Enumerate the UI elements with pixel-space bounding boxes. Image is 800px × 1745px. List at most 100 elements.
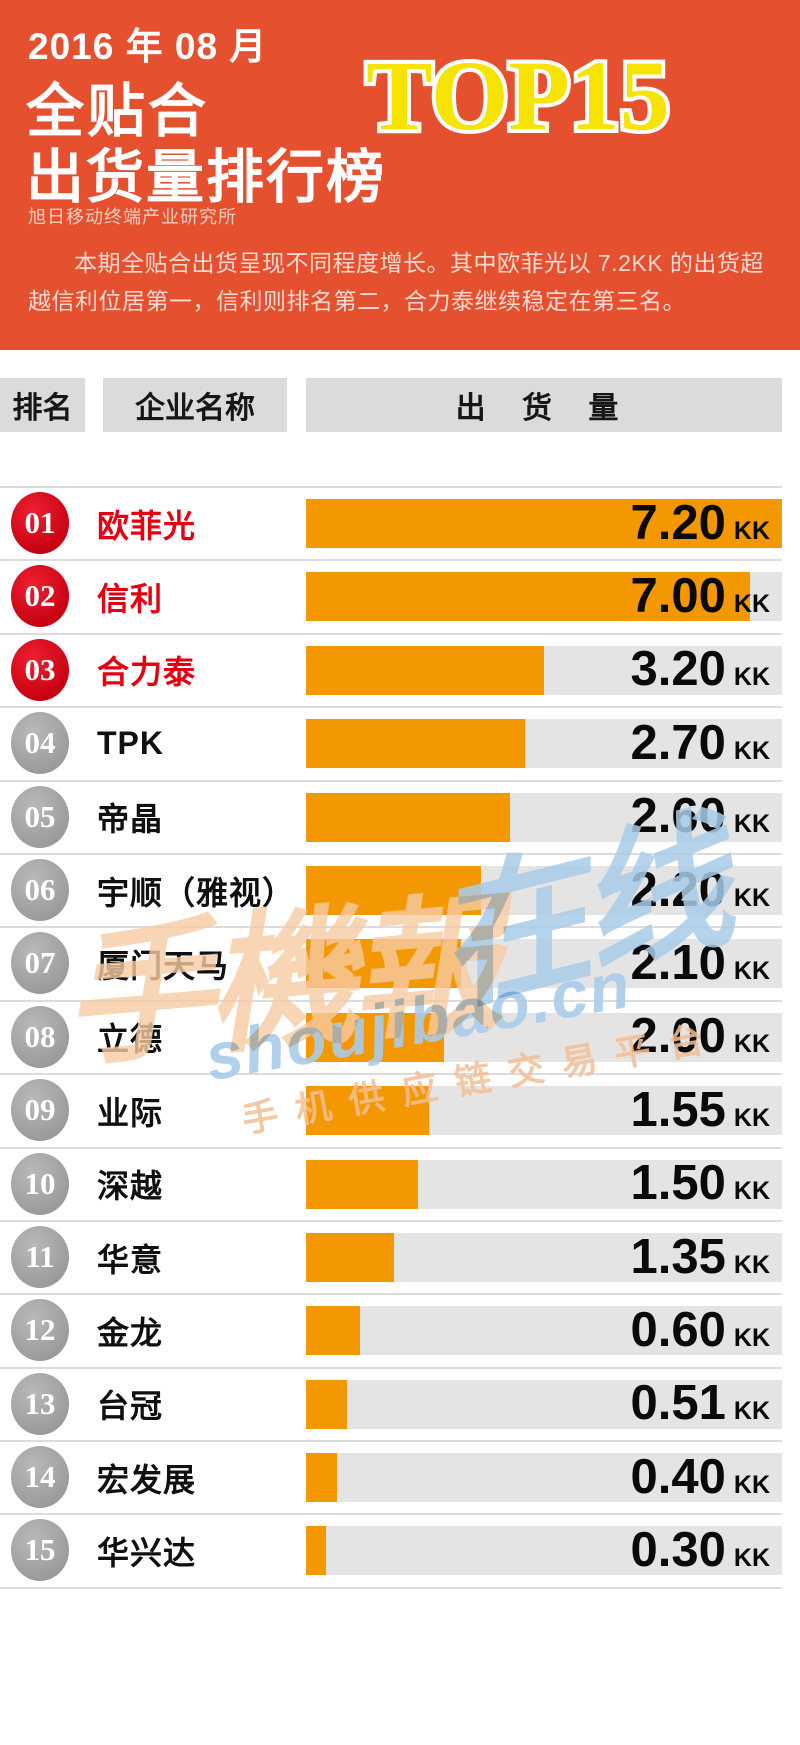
bar-track [306, 1012, 782, 1062]
column-header-volume: 出 货 量 [306, 378, 782, 432]
bar-track [306, 1526, 782, 1576]
bar-fill [306, 1159, 418, 1209]
company-name: 深越 [97, 1168, 164, 1205]
bar-fill [306, 572, 751, 622]
bar-fill [306, 865, 482, 915]
table-row: 04 TPK 2.70 KK [0, 708, 782, 782]
value-unit: KK [733, 516, 770, 545]
value-number: 2.60 [630, 789, 726, 844]
shipment-value: 1.35 KK [631, 1228, 770, 1284]
value-number: 2.70 [630, 715, 726, 770]
column-header-company: 企业名称 [103, 378, 287, 432]
value-unit: KK [733, 1103, 770, 1132]
value-number: 0.60 [630, 1302, 726, 1357]
rank-badge: 03 [11, 638, 69, 701]
table-row: 08 立德 2.00 KK [0, 1002, 782, 1076]
company-name: 立德 [97, 1021, 164, 1058]
shipment-value: 2.20 KK [631, 862, 770, 918]
value-number: 3.20 [630, 642, 726, 697]
table-header-row: 排名 企业名称 出 货 量 [0, 378, 800, 432]
company-name: 帝晶 [97, 801, 164, 838]
company-name: 业际 [97, 1094, 164, 1131]
shipment-value: 7.20 KK [631, 495, 770, 551]
column-header-rank: 排名 [0, 378, 85, 432]
bar-track [306, 572, 782, 622]
company-name: 信利 [97, 581, 164, 618]
bar-fill [306, 499, 782, 548]
bar-fill [306, 1453, 337, 1503]
value-unit: KK [733, 736, 770, 765]
value-unit: KK [733, 956, 770, 985]
bar-track [306, 1453, 782, 1503]
table-row: 13 台冠 0.51 KK [0, 1369, 782, 1443]
value-number: 0.30 [630, 1523, 726, 1578]
bar-track [306, 792, 782, 842]
report-date: 2016 年 08 月 [28, 26, 268, 67]
bar-track [306, 719, 782, 769]
value-number: 2.00 [630, 1009, 726, 1064]
ranking-list: 01 欧菲光 7.20 KK 02 信利 7.00 KK 03 合力泰 3.20 KK… [0, 486, 782, 1589]
rank-badge: 14 [11, 1446, 69, 1509]
page-title-line2: 出货量排行榜 [26, 145, 387, 210]
bar-track [306, 1306, 782, 1356]
value-unit: KK [733, 1544, 770, 1573]
bar-fill [306, 1232, 395, 1282]
top15-badge: TOP15 [366, 38, 670, 153]
table-row: 14 宏发展 0.40 KK [0, 1442, 782, 1516]
bar-fill [306, 939, 462, 989]
shipment-value: 2.00 KK [631, 1008, 770, 1064]
rank-badge: 10 [11, 1152, 69, 1215]
shipment-value: 1.50 KK [631, 1155, 770, 1211]
table-row: 05 帝晶 2.60 KK [0, 782, 782, 855]
shipment-value: 7.00 KK [631, 568, 770, 624]
table-row: 06 宇顺（雅视） 2.20 KK [0, 855, 782, 929]
value-unit: KK [733, 1030, 770, 1059]
table-row: 07 厦门天马 2.10 KK [0, 928, 782, 1002]
shipment-value: 0.60 KK [631, 1302, 770, 1358]
rank-badge: 11 [11, 1225, 69, 1288]
table-row: 11 华意 1.35 KK [0, 1222, 782, 1296]
company-name: 金龙 [97, 1314, 164, 1351]
shipment-value: 0.30 KK [631, 1522, 770, 1578]
rank-badge: 08 [11, 1005, 69, 1068]
value-unit: KK [733, 1250, 770, 1279]
value-number: 7.00 [630, 568, 726, 623]
value-number: 2.10 [630, 935, 726, 990]
bar-track [306, 645, 782, 695]
value-number: 7.20 [630, 495, 726, 550]
value-number: 0.40 [630, 1449, 726, 1504]
company-name: 欧菲光 [97, 507, 197, 544]
rank-badge: 12 [11, 1299, 69, 1362]
rank-badge: 02 [11, 565, 69, 628]
value-number: 1.55 [630, 1082, 726, 1137]
bar-track [306, 499, 782, 548]
bar-track [306, 1379, 782, 1429]
shipment-value: 1.55 KK [631, 1082, 770, 1138]
value-unit: KK [733, 663, 770, 692]
bar-track [306, 1232, 782, 1282]
table-row: 12 金龙 0.60 KK [0, 1295, 782, 1369]
value-unit: KK [733, 1177, 770, 1206]
rank-badge: 13 [11, 1372, 69, 1435]
value-number: 1.50 [630, 1156, 726, 1211]
shipment-value: 2.10 KK [631, 935, 770, 991]
bar-track [306, 865, 782, 915]
rank-badge: 06 [11, 858, 69, 921]
bar-fill [306, 1012, 445, 1062]
summary-text: 本期全贴合出货呈现不同程度增长。其中欧菲光以 7.2KK 的出货超越信利位居第一… [28, 250, 764, 314]
value-unit: KK [733, 589, 770, 618]
rank-badge: 04 [11, 712, 69, 775]
company-name: 厦门天马 [97, 948, 230, 985]
bar-fill [306, 1379, 347, 1429]
rank-badge: 07 [11, 932, 69, 995]
bar-fill [306, 645, 544, 695]
table-row: 10 深越 1.50 KK [0, 1149, 782, 1222]
value-number: 0.51 [630, 1376, 726, 1431]
header-banner: 2016 年 08 月 全贴合 出货量排行榜 TOP15 旭日移动终端产业研究所… [0, 0, 800, 350]
bar-fill [306, 1086, 429, 1136]
company-name: 宏发展 [97, 1461, 197, 1498]
value-number: 2.20 [630, 862, 726, 917]
table-row: 09 业际 1.55 KK [0, 1075, 782, 1149]
value-number: 1.35 [630, 1229, 726, 1284]
bar-track [306, 939, 782, 989]
